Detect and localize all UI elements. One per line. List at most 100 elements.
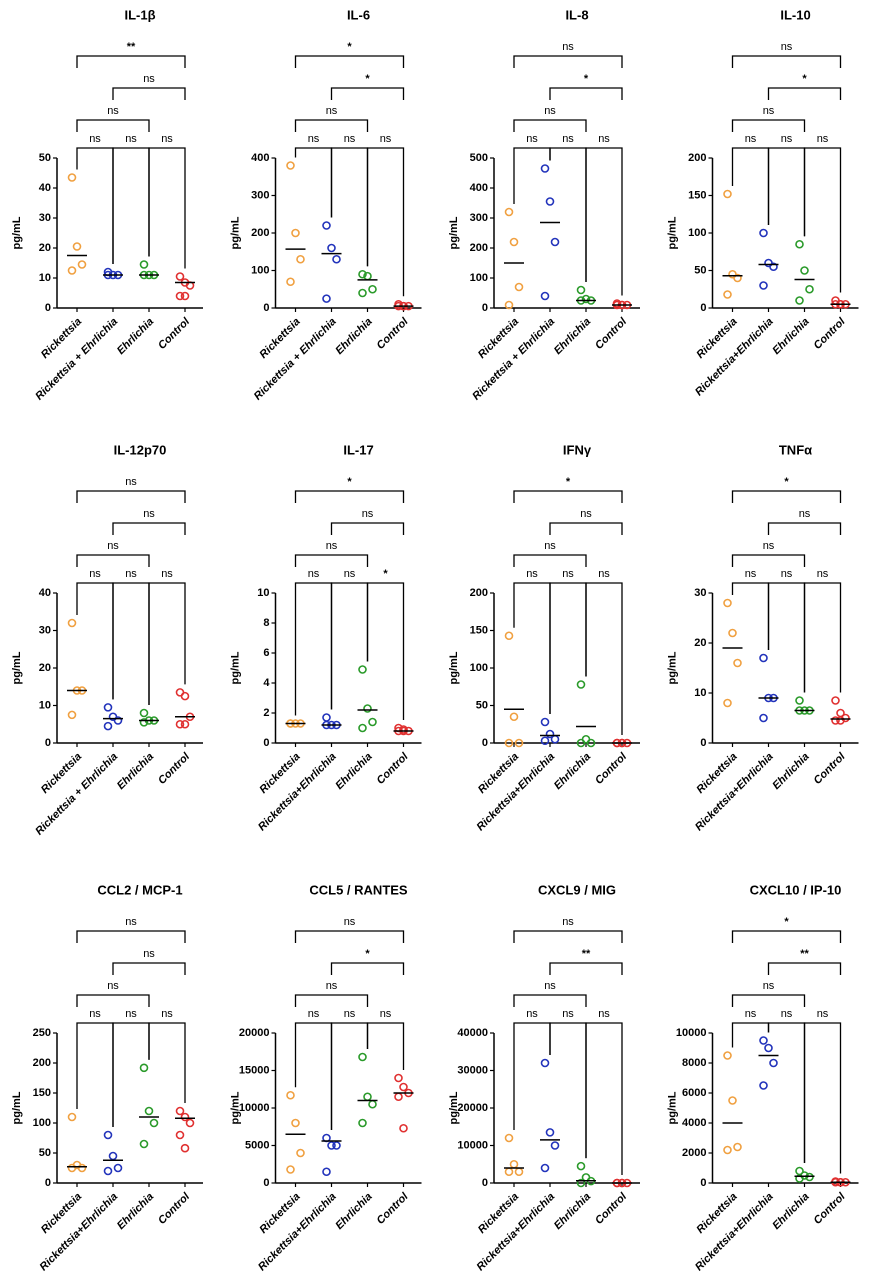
y-tick-label: 500 (470, 152, 488, 164)
data-point (504, 738, 514, 748)
data-point (540, 717, 550, 727)
data-point (504, 631, 514, 641)
data-point (764, 1043, 773, 1053)
data-point (576, 1161, 586, 1171)
significance-bracket (330, 582, 369, 710)
y-tick-label: 150 (33, 1087, 51, 1099)
panel: IL-10pg/mL050100150200RickettsiaRicketts… (666, 7, 859, 398)
significance-bracket (294, 1022, 333, 1130)
significance-bracket (585, 147, 623, 296)
significance-bracket (803, 582, 842, 693)
x-tick-label: Ehrlichia (552, 316, 593, 357)
data-point (769, 262, 778, 272)
significance-bracket (76, 490, 186, 503)
y-tick-label: 200 (251, 227, 269, 239)
data-point (576, 738, 586, 748)
significance-label: ns (362, 508, 374, 520)
x-tick-label: Control (593, 1190, 630, 1227)
y-tick-label: 100 (470, 272, 488, 284)
significance-bracket (148, 582, 186, 705)
x-tick-label: Ehrlichia (333, 316, 374, 357)
significance-bracket (549, 87, 623, 100)
data-point (540, 1163, 550, 1173)
data-point (296, 1148, 305, 1158)
significance-label: ns (89, 568, 101, 580)
significance-bracket (76, 582, 114, 700)
significance-label: * (383, 568, 388, 580)
y-tick-label: 2000 (682, 1147, 706, 1159)
significance-bracket (294, 55, 405, 68)
panel: IL-8pg/mL0100200300400500RickettsiaRicke… (448, 7, 640, 403)
significance-bracket (294, 930, 405, 943)
significance-label: ns (781, 41, 793, 53)
data-point (358, 665, 367, 674)
significance-label: * (802, 73, 807, 85)
panel: CCL5 / RANTESpg/mL05000100001500020000Ri… (229, 882, 422, 1273)
panel-title: IL-1β (124, 7, 155, 22)
data-point (144, 1106, 154, 1116)
data-point (545, 1128, 555, 1137)
significance-bracket (731, 55, 842, 68)
data-point (291, 1118, 300, 1128)
y-tick-label: 0 (263, 302, 269, 314)
y-tick-label: 40 (39, 182, 51, 194)
y-tick-label: 250 (33, 1027, 51, 1039)
data-point (67, 266, 77, 275)
significance-label: ns (544, 980, 556, 992)
data-point (322, 294, 331, 303)
data-point (103, 721, 113, 731)
data-point (322, 221, 331, 230)
data-point (759, 1036, 768, 1045)
significance-bracket (330, 147, 369, 267)
significance-bracket (767, 147, 806, 237)
data-point (509, 1159, 519, 1169)
significance-label: ns (308, 1008, 320, 1020)
significance-bracket (513, 119, 587, 132)
data-point (322, 713, 331, 722)
significance-bracket (366, 582, 405, 720)
significance-label: ns (562, 916, 574, 928)
significance-bracket (294, 582, 333, 716)
data-point (286, 1090, 295, 1100)
data-point (286, 161, 295, 170)
y-tick-label: 50 (694, 264, 706, 276)
significance-label: ns (143, 948, 155, 960)
y-tick-label: 20000 (239, 1027, 270, 1039)
panel-title: CCL2 / MCP-1 (97, 882, 182, 897)
y-tick-label: 100 (688, 227, 706, 239)
significance-label: * (566, 476, 571, 488)
significance-label: ns (562, 133, 574, 145)
significance-label: ns (781, 568, 793, 580)
y-tick-label: 0 (482, 1177, 488, 1189)
y-tick-label: 10000 (676, 1027, 707, 1039)
y-tick-label: 0 (482, 302, 488, 314)
data-point (723, 698, 732, 708)
significance-bracket (76, 55, 186, 68)
significance-label: * (584, 73, 589, 85)
panel-title: IL-6 (347, 7, 370, 22)
significance-label: ns (763, 540, 775, 552)
y-tick-label: 0 (700, 302, 706, 314)
data-point (332, 1141, 341, 1150)
panel-title: CXCL9 / MIG (538, 882, 616, 897)
significance-bracket (148, 1022, 186, 1103)
data-point (733, 273, 742, 283)
significance-bracket (731, 490, 842, 503)
significance-label: ns (562, 568, 574, 580)
y-tick-label: 100 (470, 662, 488, 674)
data-point (504, 1133, 514, 1143)
data-point (514, 738, 524, 748)
significance-bracket (803, 147, 842, 293)
data-point (540, 164, 550, 173)
significance-label: ns (125, 476, 137, 488)
y-tick-label: 15000 (239, 1064, 270, 1076)
y-tick-label: 30000 (457, 1064, 488, 1076)
panel: IFNγpg/mL050100150200RickettsiaRickettsi… (448, 442, 640, 833)
significance-label: ns (817, 1008, 829, 1020)
x-tick-label: Ehrlichia (770, 316, 811, 357)
significance-label: ns (544, 105, 556, 117)
significance-bracket (803, 1022, 842, 1174)
significance-label: ns (580, 508, 592, 520)
y-tick-label: 200 (470, 242, 488, 254)
